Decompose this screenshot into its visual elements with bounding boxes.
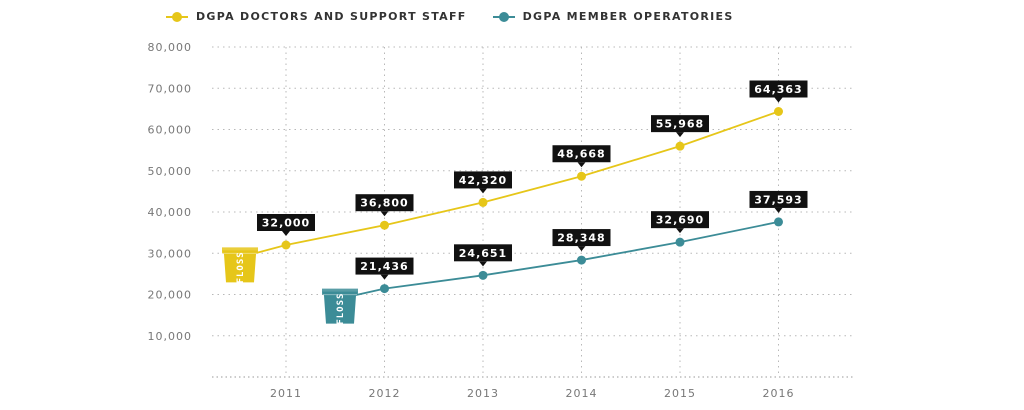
data-label-text: 48,668 [557,148,605,161]
data-label-text: 64,363 [754,83,802,96]
data-label: 48,668 [552,145,611,168]
y-tick-label: 80,000 [148,41,193,54]
floss-cup-rim [222,247,258,254]
data-label: 21,436 [355,257,414,280]
data-point[interactable] [675,237,685,247]
data-label-box [749,190,808,208]
data-label-text: 36,800 [360,197,408,210]
y-tick-label: 30,000 [148,247,193,260]
data-label-text: 42,320 [459,174,507,187]
legend-marker-teal-icon [492,11,515,22]
data-label-text: 32,000 [262,217,310,230]
data-label-pointer [676,228,684,234]
legend-label-doctors-staff: DGPA DOCTORS AND SUPPORT STAFF [196,10,467,23]
data-point[interactable] [380,220,389,230]
data-label-pointer [676,132,684,138]
data-label: 24,651 [454,244,512,267]
data-label-pointer [380,274,389,280]
floss-cup-label: FLOSS [336,293,346,325]
data-point[interactable] [774,217,783,227]
data-label-text: 37,593 [754,193,802,206]
data-point[interactable] [478,197,488,207]
data-label-pointer [577,162,586,168]
data-label-box [651,211,709,229]
data-label-pointer [774,97,783,103]
floss-cup-label: FLOSS [236,251,246,283]
x-tick-label: 2012 [369,387,401,400]
legend-marker-yellow-icon [166,11,188,22]
data-label: 42,320 [454,171,512,194]
data-label-pointer [380,211,389,217]
data-label-text: 28,348 [557,232,605,245]
data-label-box [651,115,709,133]
legend-label-operatories: DGPA MEMBER OPERATORIES [522,10,734,23]
data-label-box [454,171,512,189]
data-label-pointer [577,246,586,252]
data-label-box [355,257,414,275]
data-label: 37,593 [749,190,808,213]
legend: DGPA DOCTORS AND SUPPORT STAFF DGPA MEMB… [166,10,734,23]
series-lines [239,110,779,300]
data-label-pointer [282,231,290,236]
data-point[interactable] [774,107,783,117]
data-label-text: 55,968 [656,118,704,131]
data-label-box [454,244,512,262]
data-label-text: 32,690 [656,214,704,227]
x-tick-label: 2015 [664,387,696,400]
y-tick-label: 40,000 [148,206,193,219]
y-tick-label: 60,000 [148,124,193,137]
data-label: 32,690 [651,211,709,234]
series-line-2 [339,221,779,300]
x-tick-label: 2011 [270,387,302,400]
floss-cups: FLOSS FLOSS [222,247,358,325]
data-label-box [355,194,414,212]
data-label-text: 24,651 [459,247,507,260]
data-label: 32,000 [257,214,315,236]
floss-cup-icon: FLOSS [222,247,258,283]
data-label: 64,363 [749,80,808,103]
data-points[interactable] [281,107,784,294]
floss-cup-body [322,291,358,324]
data-point[interactable] [380,284,389,294]
x-tick-label: 2014 [566,387,598,400]
data-point[interactable] [478,270,488,280]
data-label: 36,800 [355,194,414,217]
floss-cup-body [222,250,258,283]
legend-item-doctors-staff[interactable]: DGPA DOCTORS AND SUPPORT STAFF [166,10,467,23]
data-point[interactable] [577,171,586,181]
y-tick-label: 10,000 [148,330,193,343]
data-label-text: 21,436 [360,260,408,273]
y-tick-label: 70,000 [148,82,193,95]
x-tick-label: 2013 [467,387,499,400]
data-point[interactable] [577,255,586,265]
data-labels: 32,000 36,800 42,320 48,668 55,968 64,363 21,4… [257,80,808,280]
legend-item-operatories[interactable]: DGPA MEMBER OPERATORIES [492,10,734,23]
floss-cup-icon: FLOSS [322,288,358,325]
data-point[interactable] [281,240,291,250]
x-tick-label: 2016 [763,387,795,400]
data-label-pointer [479,188,487,194]
y-tick-label: 20,000 [148,289,193,302]
data-label-pointer [479,261,487,267]
data-label: 55,968 [651,115,709,138]
floss-cup-rim [322,288,358,295]
data-label-pointer [774,207,783,213]
data-label-box [749,80,808,98]
data-label-box [257,214,315,231]
data-label: 28,348 [552,229,611,252]
data-label-box [552,229,611,247]
y-tick-label: 50,000 [148,165,193,178]
axes: 10,000 20,000 30,000 40,000 50,000 60,000 70,0… [148,41,855,400]
data-point[interactable] [675,141,685,151]
data-label-box [552,145,611,163]
